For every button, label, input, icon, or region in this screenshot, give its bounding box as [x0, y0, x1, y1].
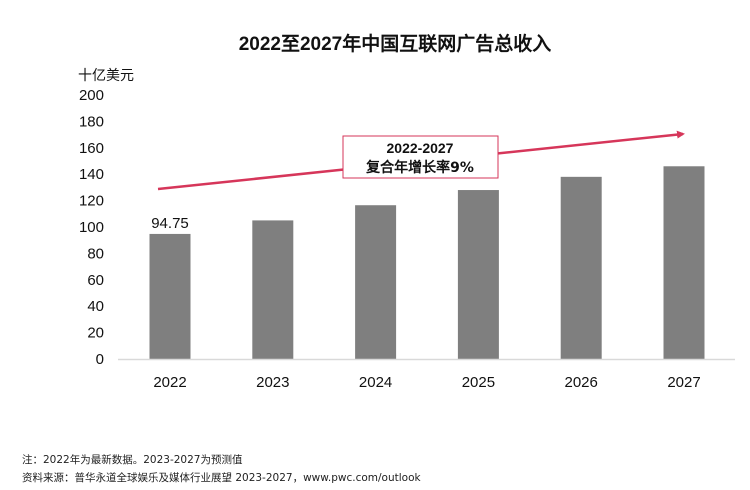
y-tick-label: 200 — [79, 87, 104, 104]
bar-2027 — [663, 166, 705, 359]
x-tick-label: 2025 — [462, 374, 495, 391]
y-tick-label: 140 — [79, 166, 104, 183]
bar-2023 — [252, 220, 294, 359]
y-tick-label: 160 — [79, 140, 104, 157]
x-tick-label: 2024 — [359, 374, 392, 391]
y-tick-label: 120 — [79, 193, 104, 210]
cagr-annotation-box — [342, 135, 499, 179]
y-tick-label: 0 — [96, 351, 104, 368]
footnote-source: 资料来源：普华永道全球娱乐及媒体行业展望 2023-2027，www.pwc.c… — [22, 472, 421, 484]
bar-2025 — [457, 190, 499, 359]
x-tick-label: 2022 — [153, 374, 186, 391]
y-tick-label: 180 — [79, 113, 104, 130]
x-tick-label: 2023 — [256, 374, 289, 391]
y-tick-label: 20 — [87, 325, 104, 342]
cagr-value: 复合年增长率9% — [365, 159, 474, 176]
y-tick-label: 60 — [87, 272, 104, 289]
y-tick-label: 80 — [87, 245, 104, 262]
x-tick-label: 2026 — [565, 374, 598, 391]
footnote-note: 注：2022年为最新数据。2023-2027为预测值 — [22, 454, 243, 466]
bar-2026 — [560, 176, 602, 359]
y-tick-label: 40 — [87, 298, 104, 315]
x-tick-label: 2027 — [667, 374, 700, 391]
cagr-period: 2022-2027 — [387, 140, 454, 156]
y-axis-unit-label: 十亿美元 — [78, 67, 134, 83]
y-tick-label: 100 — [79, 219, 104, 236]
bar-2024 — [355, 205, 397, 359]
chart-title: 2022至2027年中国互联网广告总收入 — [239, 32, 552, 55]
bar-2022 — [149, 233, 191, 359]
data-label: 94.75 — [151, 215, 189, 232]
